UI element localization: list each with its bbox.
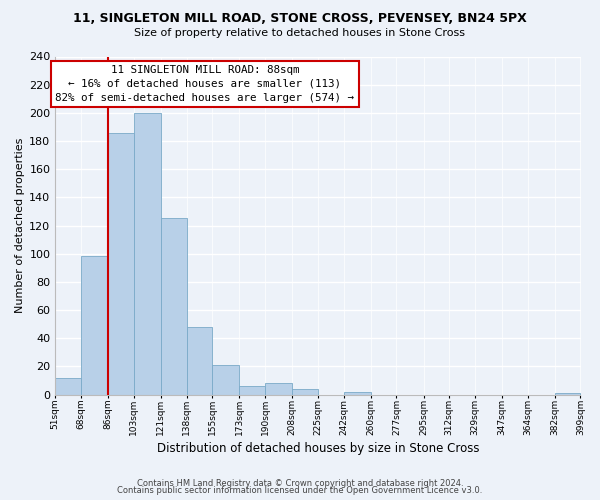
Bar [55, 378, 81, 394]
Bar [161, 218, 187, 394]
Bar [239, 386, 265, 394]
Text: 11, SINGLETON MILL ROAD, STONE CROSS, PEVENSEY, BN24 5PX: 11, SINGLETON MILL ROAD, STONE CROSS, PE… [73, 12, 527, 26]
Bar [265, 383, 292, 394]
Y-axis label: Number of detached properties: Number of detached properties [15, 138, 25, 313]
Text: Contains public sector information licensed under the Open Government Licence v3: Contains public sector information licen… [118, 486, 482, 495]
Text: Size of property relative to detached houses in Stone Cross: Size of property relative to detached ho… [134, 28, 466, 38]
Bar [187, 327, 212, 394]
Bar [81, 256, 108, 394]
Bar [555, 393, 580, 394]
X-axis label: Distribution of detached houses by size in Stone Cross: Distribution of detached houses by size … [157, 442, 479, 455]
Text: Contains HM Land Registry data © Crown copyright and database right 2024.: Contains HM Land Registry data © Crown c… [137, 478, 463, 488]
Bar [134, 113, 161, 394]
Bar [344, 392, 371, 394]
Text: 11 SINGLETON MILL ROAD: 88sqm
← 16% of detached houses are smaller (113)
82% of : 11 SINGLETON MILL ROAD: 88sqm ← 16% of d… [55, 65, 355, 103]
Bar [292, 389, 318, 394]
Bar [108, 132, 134, 394]
Bar [212, 365, 239, 394]
